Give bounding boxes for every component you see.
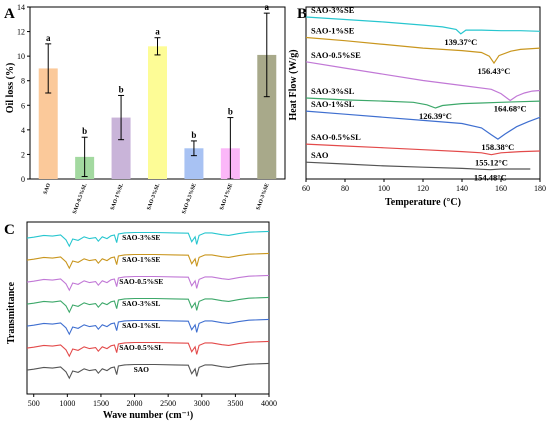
category-label-sao-0-5-sl: SAO-0.5%SL: [72, 182, 89, 215]
bar-sao-3-se: [257, 54, 277, 179]
panel-c-xtick-label: 2500: [160, 399, 176, 408]
dsc-peak-label-sao-0-5-se: 164.68°C: [494, 103, 527, 113]
ftir-spectrum-sao-3-sl: [26, 296, 270, 314]
panel-a-ytick-label: 6: [21, 101, 25, 110]
dsc-series-label-sao-3-sl: SAO-3%SL: [311, 86, 355, 96]
panel-a-xaxis: SAO SAO-0.5%SL SAO-1%SL SAO-3%SL SAO-0.5%SE S…: [43, 182, 271, 215]
dsc-peak-label-sao: 154.48°C: [474, 173, 507, 183]
dsc-peak-label-sao-3-sl: 126.39°C: [419, 111, 452, 121]
ftir-series-label-sao-0-5-se: SAO-0.5%SE: [119, 277, 163, 286]
panel-c-spectra: SAO-3%SE SAO-1%SE SAO-0.5%SE SAO-3%SL SAO-1%…: [26, 230, 270, 380]
ftir-series-label-sao-1-sl: SAO-1%SL: [122, 321, 160, 330]
dsc-series-label-sao-0-5-se: SAO-0.5%SE: [311, 50, 361, 60]
panel-c-frame: [26, 221, 270, 395]
panel-c-xtick-label: 1000: [59, 399, 75, 408]
panel-b-xtick-label: 140: [456, 184, 468, 193]
panel-c-letter: C: [4, 222, 15, 238]
panel-a-ytick-label: 2: [21, 150, 25, 159]
panel-c-xtick-label: 3500: [227, 399, 243, 408]
bar-sao-0-5-se: [184, 148, 204, 179]
panel-a-yaxis: 0 2 4 6 8 10 12 14: [17, 3, 30, 184]
panel-a-ylabel: Oil loss (%): [5, 63, 16, 114]
dsc-series-label-sao-0-5-sl: SAO-0.5%SL: [311, 132, 361, 142]
significance-letter-sao-1-sl: b: [119, 84, 124, 94]
dsc-peak-label-sao-0-5-sl: 155.12°C: [475, 158, 508, 168]
dsc-curve-sao-0-5-se: [305, 61, 541, 102]
panel-c-xtick-label: 4000: [261, 399, 277, 408]
panel-a-ytick-label: 0: [21, 175, 25, 184]
panel-a-ytick-label: 14: [17, 3, 25, 12]
panel-c-xlabel: Wave number (cm⁻¹): [103, 410, 193, 421]
category-label-sao-3-se: SAO-3%SE: [255, 182, 270, 211]
panel-a-ytick-label: 4: [21, 126, 25, 135]
panel-b-xtick-label: 120: [417, 184, 429, 193]
panel-a-ytick-label: 12: [17, 28, 25, 37]
dsc-series-label-sao-3-se: SAO-3%SE: [311, 5, 355, 15]
panel-b-ylabel: Heat Flow (W/g): [288, 49, 299, 120]
ftir-spectrum-sao-3-se: [26, 230, 270, 248]
ftir-series-label-sao: SAO: [134, 365, 150, 374]
panel-c-xtick-label: 1500: [93, 399, 109, 408]
dsc-curve-sao-0-5-sl: [305, 143, 541, 156]
panel-a-ytick-label: 10: [17, 52, 25, 61]
dsc-series-label-sao-1-se: SAO-1%SE: [311, 26, 355, 36]
panel-b-xtick-label: 60: [302, 184, 310, 193]
panel-b: B Heat Flow (W/g) SAO-3%SE 139.37°C SAO-1%…: [288, 5, 546, 208]
panel-b-letter: B: [297, 6, 307, 22]
ftir-spectrum-sao-1-sl: [26, 318, 270, 336]
significance-letter-sao-3-sl: a: [155, 27, 160, 37]
category-label-sao-0-5-se: SAO-0.5%SE: [181, 182, 198, 215]
ftir-spectrum-sao: [26, 362, 270, 380]
ftir-series-label-sao-3-se: SAO-3%SE: [122, 233, 160, 242]
dsc-peak-label-sao-1-se: 156.43°C: [478, 66, 511, 76]
bar-sao-3-sl: [148, 46, 167, 179]
dsc-peak-label-sao-3-se: 139.37°C: [444, 37, 477, 47]
panel-c-xtick-label: 3000: [194, 399, 210, 408]
ftir-spectrum-sao-1-se: [26, 252, 270, 270]
ftir-series-label-sao-0-5-sl: SAO-0.5%SL: [119, 343, 163, 352]
dsc-curve-sao-3-se: [305, 16, 541, 35]
panel-b-xtick-label: 100: [378, 184, 390, 193]
panel-b-xtick-label: 160: [495, 184, 507, 193]
panel-a-letter: A: [4, 6, 15, 22]
significance-letter-sao-3-se: a: [265, 2, 270, 12]
dsc-curve-sao: [305, 161, 531, 171]
panel-b-xtick-label: 80: [341, 184, 349, 193]
category-label-sao-3-sl: SAO-3%SL: [146, 182, 161, 211]
panel-b-curves: SAO-3%SE 139.37°C SAO-1%SE 156.43°C SAO-0.5%…: [305, 5, 541, 183]
ftir-series-label-sao-3-sl: SAO-3%SL: [122, 299, 160, 308]
bar-sao: [38, 68, 58, 179]
panel-b-xlabel: Temperature (°C): [385, 197, 461, 208]
panel-c-xtick-label: 500: [28, 399, 40, 408]
panel-a-bars: a b b a b b a: [38, 2, 277, 180]
dsc-peak-label-sao-1-sl: 158.38°C: [481, 142, 514, 152]
bar-sao-1-sl: [111, 117, 131, 179]
ftir-spectrum-sao-0-5-se: [26, 274, 270, 292]
dsc-curve-sao-1-se: [305, 36, 541, 65]
panel-c: C Transmittance SAO-3%SE SAO-1%SE SAO-0.5%…: [4, 221, 277, 421]
significance-letter-sao: a: [46, 33, 51, 43]
category-label-sao-1-se: SAO-1%SE: [219, 182, 234, 211]
significance-letter-sao-0-5-se: b: [191, 130, 196, 140]
dsc-curve-sao-1-sl: [305, 110, 541, 140]
panel-a-ytick-label: 8: [21, 77, 25, 86]
dsc-series-label-sao: SAO: [311, 150, 329, 160]
dsc-series-label-sao-1-sl: SAO-1%SL: [311, 99, 355, 109]
panel-b-xaxis: 60 80 100 120 140 160 180: [302, 179, 546, 193]
panel-c-xaxis: 500 1000 1500 2000 2500 3000 3500 4000: [28, 394, 277, 408]
ftir-series-label-sao-1-se: SAO-1%SE: [122, 255, 160, 264]
panel-c-ylabel: Transmittance: [6, 281, 17, 344]
ftir-spectrum-sao-0-5-sl: [26, 340, 270, 358]
panel-c-xtick-label: 2000: [127, 399, 143, 408]
category-label-sao-1-sl: SAO-1%SL: [110, 182, 125, 211]
significance-letter-sao-1-se: b: [228, 107, 233, 117]
category-label-sao: SAO: [43, 182, 53, 195]
panel-b-xtick-label: 180: [534, 184, 546, 193]
significance-letter-sao-0-5-sl: b: [82, 126, 87, 136]
dsc-curve-sao-3-sl: [305, 97, 541, 109]
